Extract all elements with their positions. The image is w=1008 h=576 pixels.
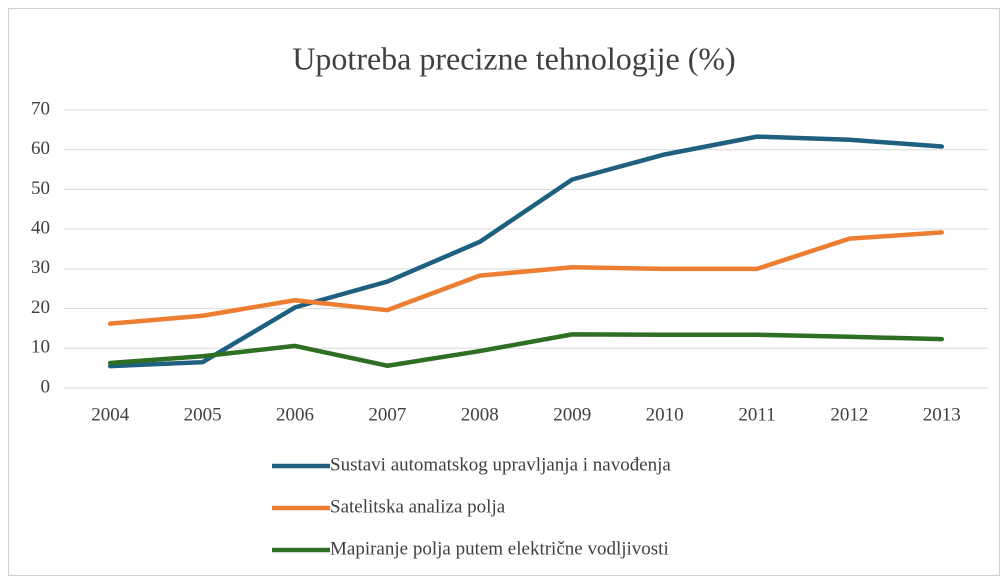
y-tick-label: 30 [31,257,50,278]
x-tick-label: 2007 [368,404,406,425]
x-tick-label: 2004 [91,404,130,425]
y-tick-label: 70 [31,98,50,119]
x-tick-label: 2006 [276,404,314,425]
y-tick-label: 20 [31,297,50,318]
x-tick-label: 2008 [461,404,499,425]
data-line [107,134,945,369]
y-tick-label: 0 [41,376,51,397]
x-tick-label: 2011 [738,404,775,425]
legend-label: Mapiranje polja putem električne vodljiv… [330,538,669,559]
x-tick-label: 2005 [184,404,222,425]
chart-title: Upotreba precizne tehnologije (%) [292,40,735,76]
data-line [107,332,945,369]
legend-label: Satelitska analiza polja [330,496,506,517]
y-tick-label: 60 [31,138,50,159]
x-tick-label: 2013 [923,404,961,425]
y-tick-label: 50 [31,178,50,199]
chart-frame [8,8,1000,576]
x-tick-label: 2012 [830,404,868,425]
y-tick-label: 10 [31,337,50,358]
y-tick-label: 40 [31,218,50,239]
legend-label: Sustavi automatskog upravljanja i navođe… [330,454,671,475]
data-line [107,230,945,326]
x-tick-label: 2010 [646,404,684,425]
x-tick-label: 2009 [553,404,591,425]
